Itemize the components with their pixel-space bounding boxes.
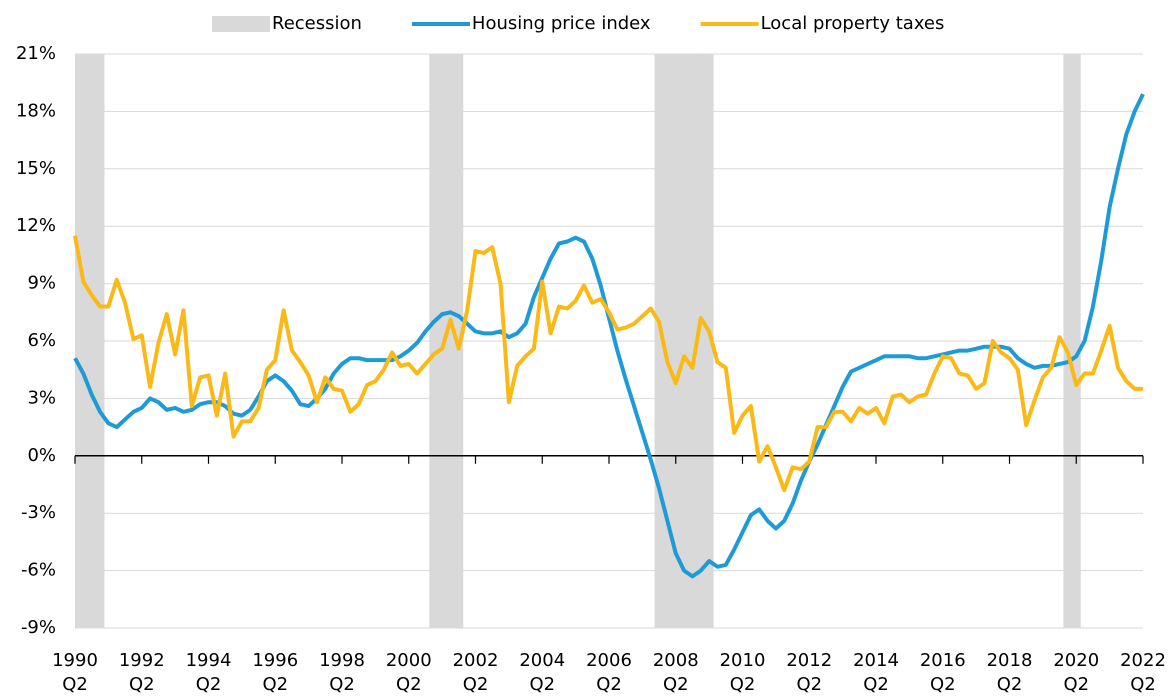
recession-bar (87, 54, 97, 628)
recession-bar (1063, 54, 1073, 628)
x-tick-label: 2006 Q2 (586, 650, 632, 695)
recession-bar (704, 54, 714, 628)
legend-label: Recession (272, 13, 362, 34)
recession-bar (78, 54, 88, 628)
x-tick-label: 2016 Q2 (920, 650, 966, 695)
x-tick-label: 2014 Q2 (853, 650, 899, 695)
legend-label: Housing price index (472, 13, 651, 34)
recession-bar (75, 54, 80, 628)
y-tick-label: 18% (16, 100, 56, 121)
x-tick-label: 1990 Q2 (52, 650, 98, 695)
x-tick-label: 1994 Q2 (186, 650, 232, 695)
x-tick-label: 2012 Q2 (786, 650, 832, 695)
y-tick-label: 3% (27, 387, 56, 408)
x-tick-label: 2000 Q2 (386, 650, 432, 695)
x-tick-label: 1992 Q2 (119, 650, 165, 695)
x-tick-label: 2008 Q2 (653, 650, 699, 695)
data-line (73, 235, 1143, 493)
x-tick-label: 2020 Q2 (1053, 650, 1099, 695)
recession-bar (671, 54, 681, 628)
recession-bar (662, 54, 672, 628)
data-line (73, 93, 1145, 579)
y-tick-label: 0% (27, 445, 56, 466)
x-tick-label: 2022 Q2 (1120, 650, 1166, 695)
recession-bar (679, 54, 689, 628)
x-tick-label: 1996 Q2 (252, 650, 298, 695)
recession-bar (429, 54, 439, 628)
recession-bar (654, 54, 664, 628)
recession-bar (437, 54, 447, 628)
legend-swatch (212, 16, 270, 32)
recession-bar (95, 54, 105, 628)
y-tick-label: 6% (27, 330, 56, 351)
recession-bar (696, 54, 706, 628)
recession-bar (445, 54, 455, 628)
y-tick-label: 21% (16, 43, 56, 64)
x-tick-label: 2002 Q2 (453, 650, 499, 695)
recession-bar (687, 54, 697, 628)
x-tick-label: 1998 Q2 (319, 650, 365, 695)
y-tick-label: 15% (16, 158, 56, 179)
y-tick-label: -3% (21, 502, 56, 523)
y-tick-label: -6% (21, 560, 56, 581)
x-tick-label: 2010 Q2 (720, 650, 766, 695)
legend-label: Local property taxes (761, 13, 945, 34)
x-tick-label: 2018 Q2 (987, 650, 1033, 695)
y-tick-label: -9% (21, 617, 56, 638)
recession-bar (1071, 54, 1081, 628)
x-tick-label: 2004 Q2 (519, 650, 565, 695)
y-tick-label: 12% (16, 215, 56, 236)
y-tick-label: 9% (27, 273, 56, 294)
